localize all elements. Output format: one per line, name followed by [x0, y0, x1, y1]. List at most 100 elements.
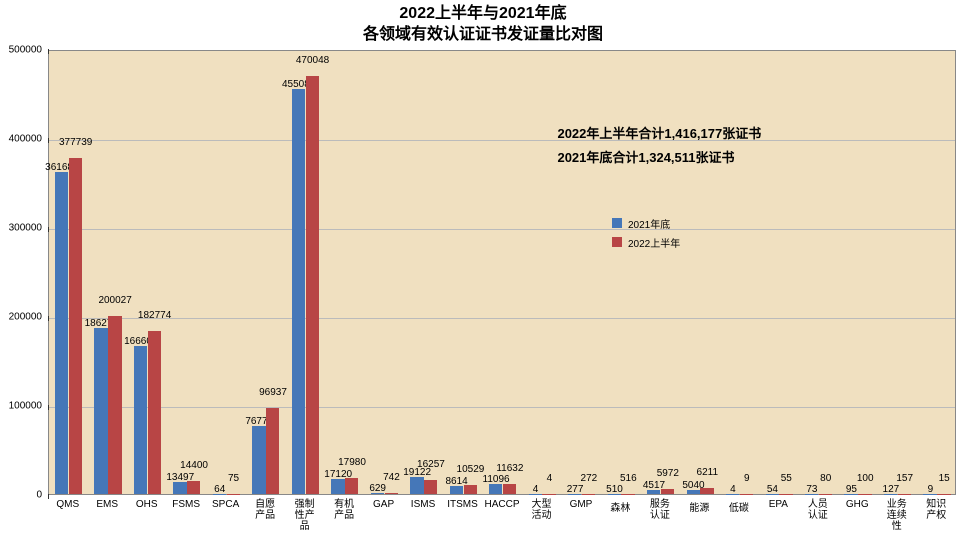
- bar-2021年底: [489, 484, 502, 494]
- bar-2022上半年: [69, 158, 82, 494]
- value-label: 510: [606, 484, 623, 495]
- bar-2022上半年: [858, 494, 871, 495]
- bar-2022上半年: [779, 494, 792, 495]
- bar-2021年底: [292, 89, 305, 494]
- x-axis-label: EMS: [87, 499, 126, 510]
- bar-2021年底: [450, 486, 463, 494]
- value-label: 11632: [496, 463, 523, 474]
- y-axis-label: 400000: [0, 134, 42, 145]
- annotation-line: 2022年上半年合计1,416,177张证书: [557, 122, 761, 145]
- y-axis-label: 200000: [0, 312, 42, 323]
- bar-2022上半年: [819, 494, 832, 495]
- bar-2021年底: [55, 172, 68, 494]
- value-label: 6211: [697, 467, 719, 478]
- x-axis-label: ISMS: [403, 499, 442, 510]
- gridline: [49, 407, 955, 408]
- value-label: 75: [228, 473, 239, 484]
- value-label: 80: [820, 473, 831, 484]
- value-label: 14400: [180, 460, 208, 471]
- value-label: 157: [896, 473, 913, 484]
- value-label: 55: [781, 473, 792, 484]
- bar-2022上半年: [424, 480, 437, 494]
- x-axis-label: 强制性产品: [285, 499, 324, 532]
- x-axis-label: SPCA: [206, 499, 245, 510]
- bar-2022上半年: [740, 494, 753, 495]
- x-axis-label: 知识产权: [917, 499, 956, 521]
- bar-2022上半年: [700, 488, 713, 494]
- title-line1: 2022上半年与2021年底: [0, 4, 966, 25]
- bar-2022上半年: [621, 494, 634, 495]
- value-label: 95: [846, 484, 857, 495]
- value-label: 4: [547, 473, 553, 484]
- legend-item: 2022上半年: [612, 235, 680, 250]
- value-label: 9: [744, 473, 750, 484]
- legend: 2021年底 2022上半年: [612, 216, 680, 254]
- annotation-line: 2021年底合计1,324,511张证书: [557, 146, 761, 169]
- bar-2022上半年: [108, 316, 121, 494]
- bar-2022上半年: [898, 494, 911, 495]
- bar-2021年底: [410, 477, 423, 494]
- value-label: 100: [857, 473, 874, 484]
- bar-2022上半年: [582, 494, 595, 495]
- y-axis-label: 0: [0, 490, 42, 501]
- bar-2021年底: [252, 426, 265, 494]
- annotation-block: 2022年上半年合计1,416,177张证书2021年底合计1,324,511张…: [557, 122, 761, 169]
- x-axis-label: HACCP: [482, 499, 521, 510]
- bar-2022上半年: [661, 489, 674, 494]
- value-label: 377739: [59, 137, 92, 148]
- bar-2022上半年: [266, 408, 279, 494]
- value-label: 54: [767, 484, 778, 495]
- value-label: 15: [939, 473, 950, 484]
- title-line2: 各领域有效认证证书发证量比对图: [0, 25, 966, 46]
- value-label: 4: [533, 484, 539, 495]
- gridline: [49, 318, 955, 319]
- x-axis-label: GAP: [364, 499, 403, 510]
- value-label: 16257: [417, 459, 445, 470]
- value-label: 277: [567, 484, 584, 495]
- value-label: 64: [214, 484, 225, 495]
- value-label: 742: [383, 472, 400, 483]
- value-label: 5972: [657, 468, 679, 479]
- x-axis-label: EPA: [759, 499, 798, 510]
- x-axis-label: 有机产品: [324, 499, 363, 521]
- value-label: 73: [806, 484, 817, 495]
- x-axis-label: QMS: [48, 499, 87, 510]
- value-label: 272: [581, 473, 598, 484]
- legend-item: 2021年底: [612, 216, 680, 231]
- gridline: [49, 229, 955, 230]
- bar-2022上半年: [937, 494, 950, 495]
- plot-area: 3616863777391862712000271666031827741349…: [48, 50, 956, 495]
- x-axis-label: GMP: [561, 499, 600, 510]
- x-axis-label: 服务认证: [640, 499, 679, 521]
- value-label: 127: [883, 484, 900, 495]
- bar-2021年底: [173, 482, 186, 494]
- legend-label: 2022上半年: [628, 235, 680, 250]
- x-axis-label: ITSMS: [443, 499, 482, 510]
- value-label: 4: [730, 484, 736, 495]
- y-axis-label: 500000: [0, 45, 42, 56]
- x-axis-label: GHG: [838, 499, 877, 510]
- x-axis-label: 人员认证: [798, 499, 837, 521]
- bar-2022上半年: [345, 478, 358, 494]
- x-axis-label: 低碳: [719, 499, 758, 514]
- x-axis-label: 自愿产品: [245, 499, 284, 521]
- bar-2022上半年: [503, 484, 516, 494]
- y-axis-label: 100000: [0, 401, 42, 412]
- bar-2022上半年: [306, 76, 319, 494]
- value-label: 516: [620, 473, 637, 484]
- x-axis-label: 大型活动: [522, 499, 561, 521]
- legend-label: 2021年底: [628, 216, 670, 231]
- value-label: 96937: [259, 387, 287, 398]
- bar-2022上半年: [385, 493, 398, 494]
- y-axis-label: 300000: [0, 223, 42, 234]
- x-axis-label: FSMS: [166, 499, 205, 510]
- value-label: 470048: [296, 55, 329, 66]
- value-label: 17980: [338, 457, 366, 468]
- bar-2021年底: [331, 479, 344, 494]
- chart-container: 2022上半年与2021年底 各领域有效认证证书发证量比对图 361686377…: [0, 0, 966, 535]
- chart-title: 2022上半年与2021年底 各领域有效认证证书发证量比对图: [0, 0, 966, 46]
- x-axis-label: 能源: [680, 499, 719, 514]
- bar-2022上半年: [187, 481, 200, 494]
- x-axis-label: 森林: [601, 499, 640, 514]
- x-axis-label: OHS: [127, 499, 166, 510]
